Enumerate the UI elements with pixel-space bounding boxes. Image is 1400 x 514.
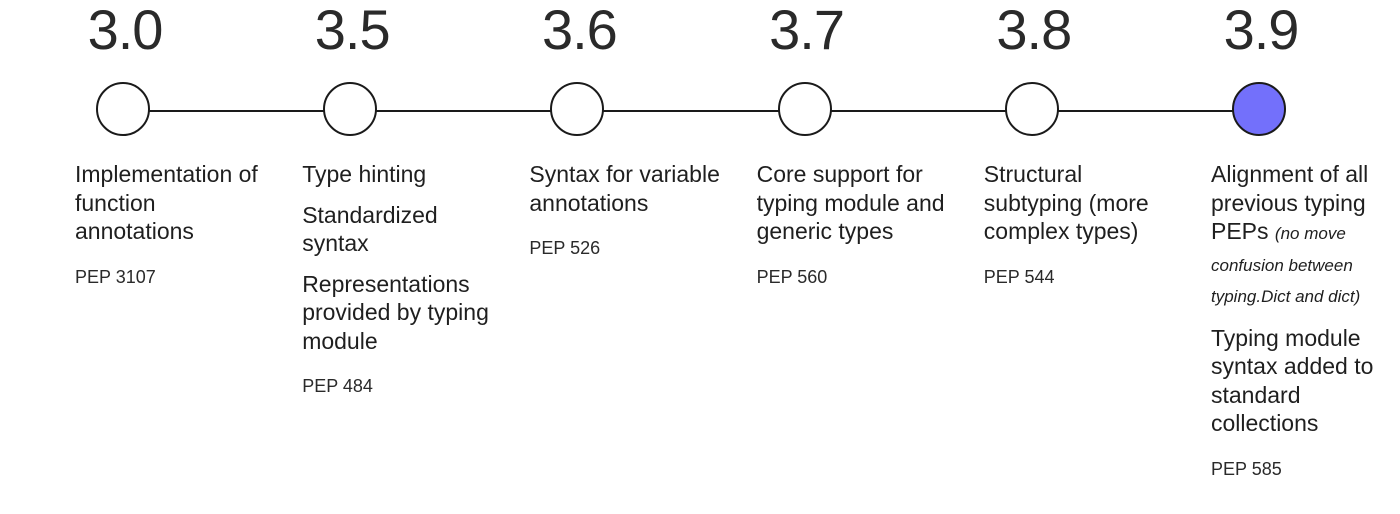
feature-label: Representations provided by typing modul… [302,270,489,354]
version-label: 3.9 [1223,0,1300,61]
feature-note: (no move confusion between typing.Dict a… [1211,224,1361,306]
version-label: 3.0 [87,0,164,61]
pep-reference: PEP 526 [529,238,601,258]
feature-text: Core support for typing module and gener… [757,160,957,246]
version-description: Structural subtyping (more complex types… [984,160,1184,288]
feature-label: Implementation of function annotations [75,161,258,244]
version-description: Syntax for variable annotations PEP 526 [529,160,729,259]
feature-label: Structural subtyping (more complex types… [983,161,1149,244]
feature-text: Standardized syntax [302,201,502,258]
feature-label: Typing module syntax added to standard c… [1211,324,1374,437]
version-description: Core support for typing module and gener… [757,160,957,288]
version-label: 3.7 [769,0,845,61]
version-label: 3.5 [314,0,391,61]
version-label: 3.8 [996,0,1072,61]
feature-text: Alignment of all previous typing PEPs (n… [1211,160,1400,312]
version-description: Implementation of function annotations PE… [75,160,275,288]
feature-text: Syntax for variable annotations [529,160,729,217]
feature-label: Standardized syntax [302,201,438,257]
feature-text: Representations provided by typing modul… [302,270,502,356]
feature-text: Typing module syntax added to standard c… [1211,324,1400,438]
version-description: Type hinting Standardized syntax Represent… [302,160,502,397]
feature-label: Core support for typing module and gener… [756,161,945,244]
pep-reference: PEP 560 [756,266,828,287]
timeline-node-current [1232,82,1286,136]
timeline-node [1004,82,1059,136]
pep-reference: PEP 585 [1211,458,1282,479]
timeline-node [777,82,832,136]
feature-label: Type hinting [302,161,427,187]
timeline-node [96,82,150,136]
timeline-axis-line [126,110,1261,112]
timeline-node [550,82,605,136]
feature-label: Alignment of all previous typing PEPs [1211,161,1369,244]
feature-text: Structural subtyping (more complex types… [984,160,1184,246]
pep-reference: PEP 484 [302,376,373,396]
pep-reference: PEP 3107 [75,266,156,287]
feature-label: Syntax for variable annotations [529,161,720,216]
feature-text: Type hinting [302,160,502,189]
version-description: Alignment of all previous typing PEPs (n… [1211,160,1400,480]
feature-text: Implementation of function annotations [75,160,275,246]
pep-reference: PEP 544 [983,266,1055,287]
version-label: 3.6 [541,0,618,61]
timeline-node [323,82,378,136]
